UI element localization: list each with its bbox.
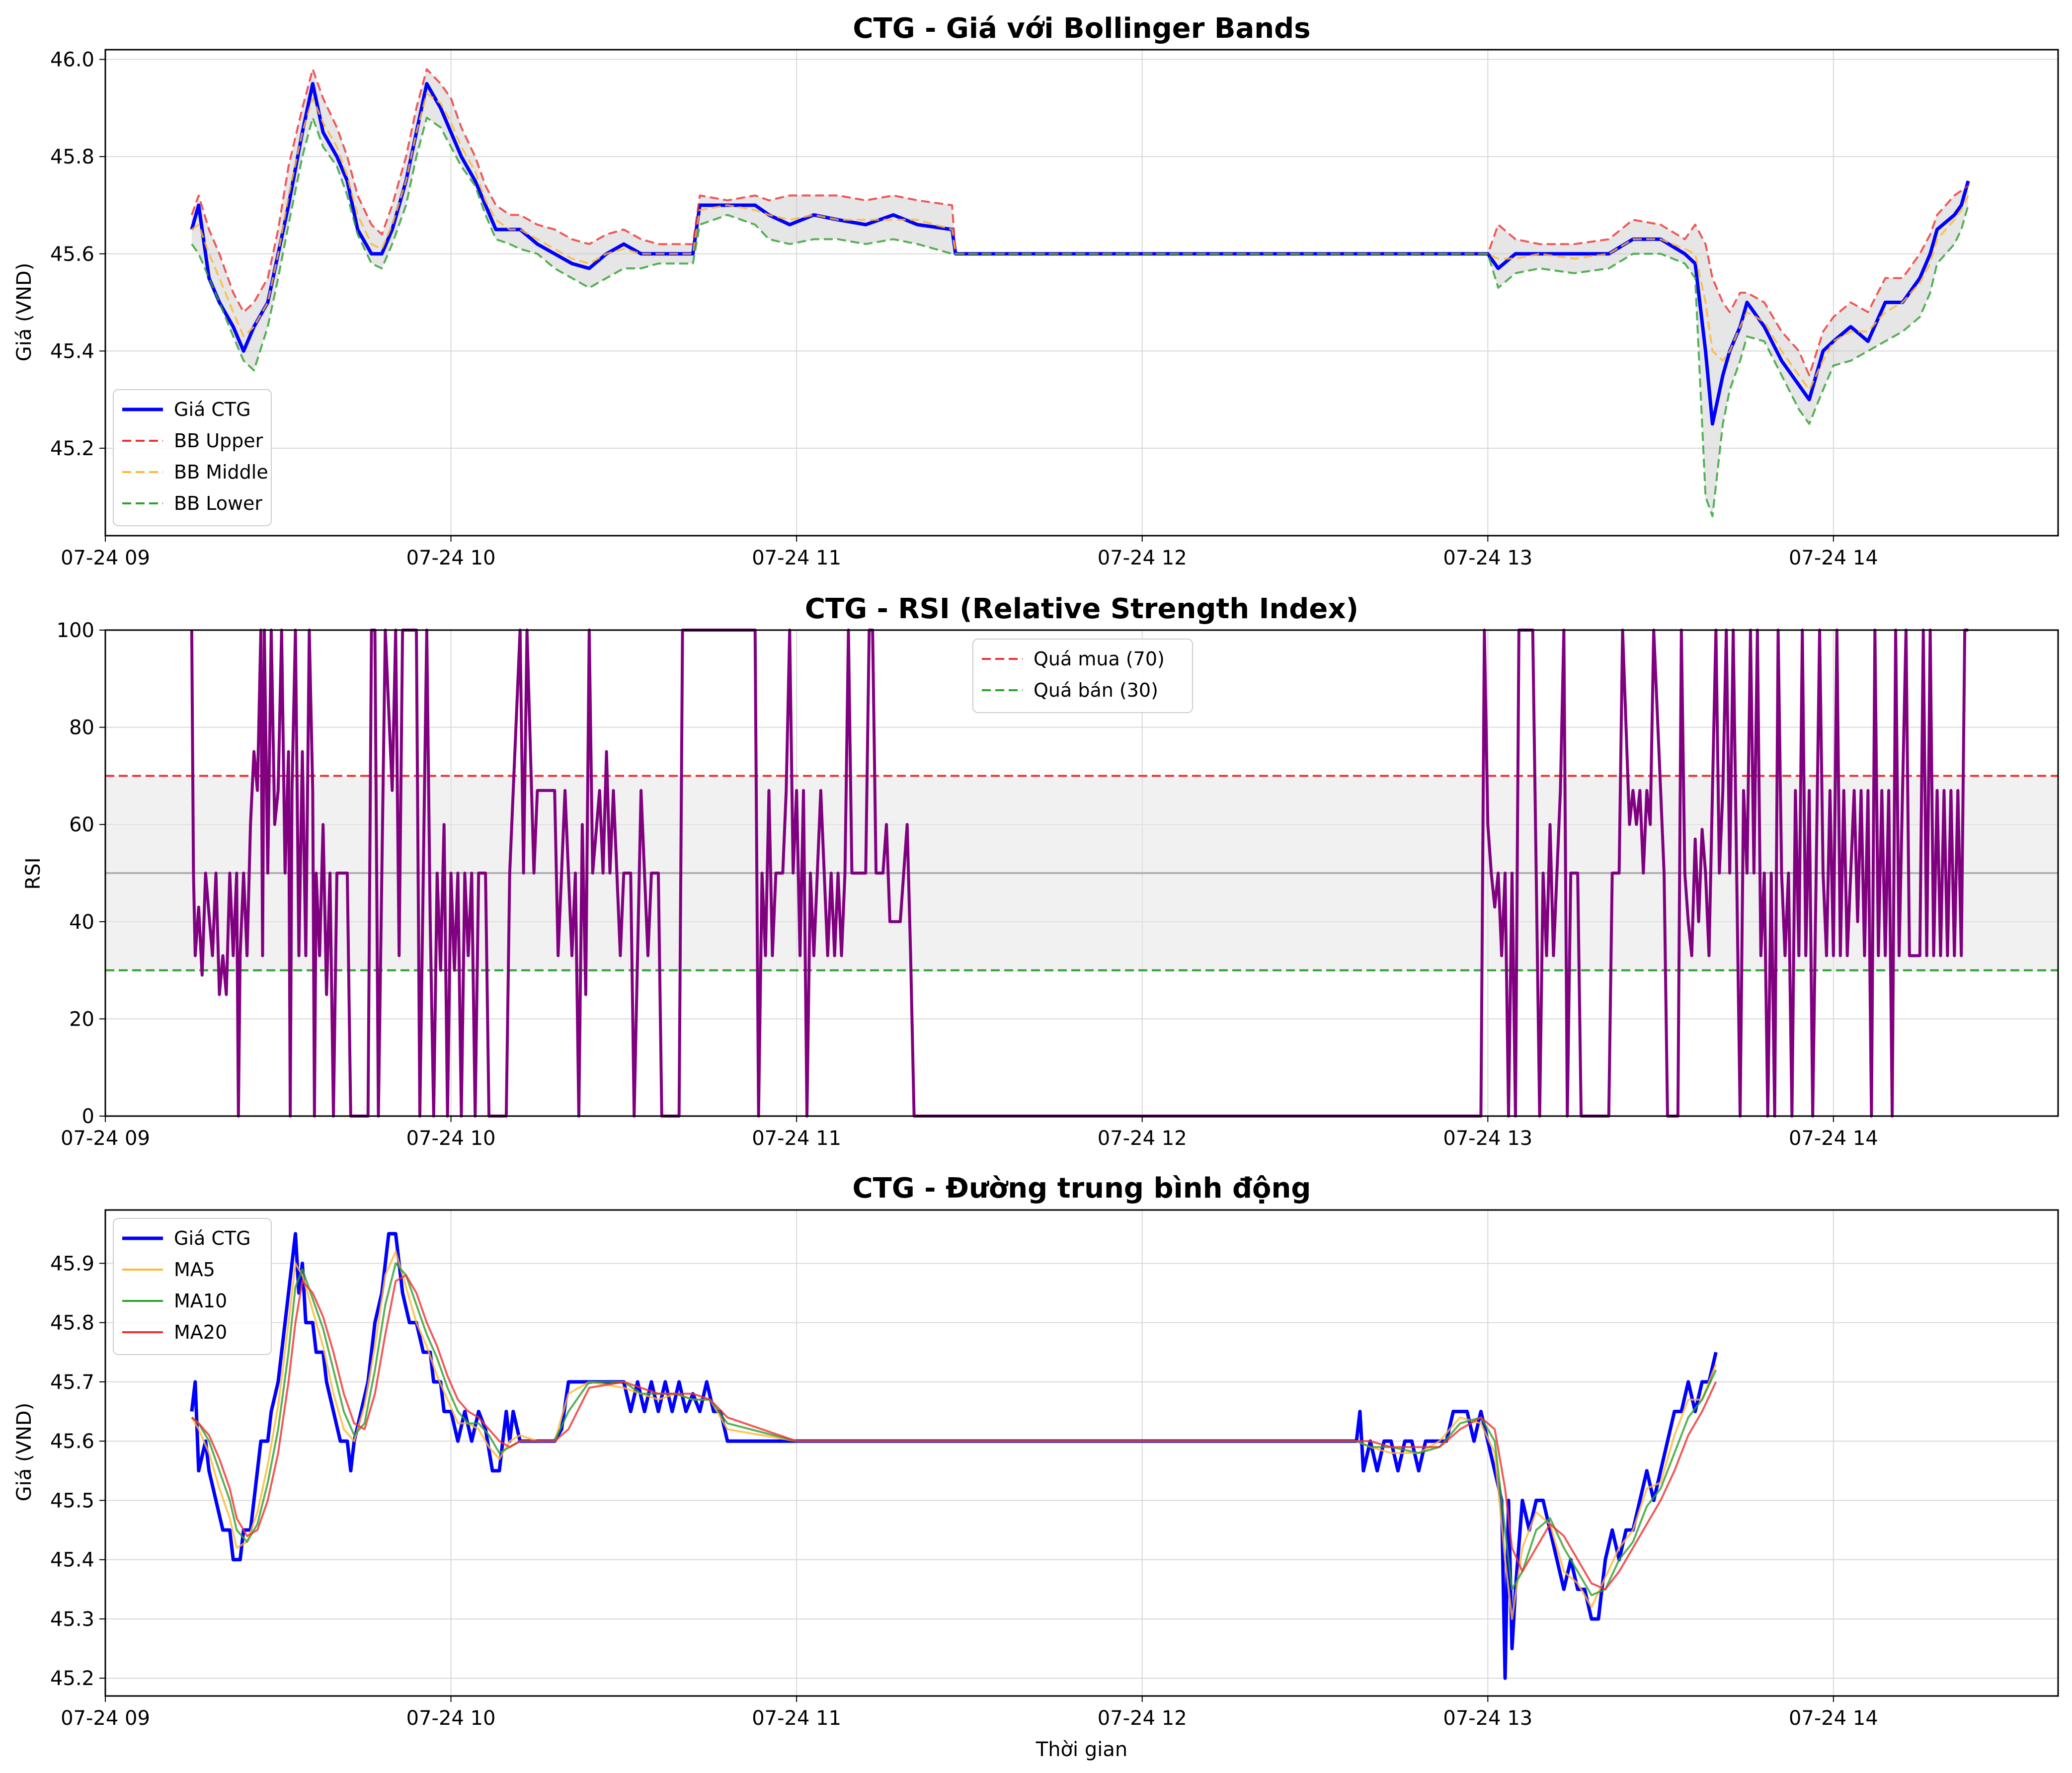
series-line xyxy=(191,116,1970,517)
x-tick-label: 07-24 09 xyxy=(61,547,150,569)
panel-bollinger: CTG - Giá với Bollinger Bands Giá (VND) … xyxy=(13,12,2059,569)
y-tick-label: 45.2 xyxy=(50,1667,94,1690)
x-tick-label: 07-24 12 xyxy=(1098,1707,1187,1730)
y-tick-label: 45.6 xyxy=(50,243,94,266)
x-tick-label: 07-24 11 xyxy=(752,1127,841,1150)
x-tick-label: 07-24 09 xyxy=(61,1127,150,1150)
x-tick-label: 07-24 14 xyxy=(1789,1707,1878,1730)
chart-title: CTG - Giá với Bollinger Bands xyxy=(853,12,1310,45)
y-ticks: 0 20 40 60 80 100 xyxy=(57,619,105,1128)
x-ticks: 07-24 09 07-24 10 07-24 11 07-24 12 07-24 13… xyxy=(61,1696,1878,1730)
y-tick-label: 100 xyxy=(57,619,94,642)
y-tick-label: 45.9 xyxy=(50,1252,94,1275)
y-tick-label: 45.2 xyxy=(50,437,94,460)
y-tick-label: 45.4 xyxy=(50,1549,94,1572)
series-line xyxy=(191,92,1969,391)
y-tick-label: 80 xyxy=(69,717,94,739)
panel-rsi: CTG - RSI (Relative Strength Index) RSI … xyxy=(22,593,2059,1150)
legend-label: BB Upper xyxy=(174,430,263,452)
x-tick-label: 07-24 13 xyxy=(1443,1127,1532,1150)
y-tick-label: 45.7 xyxy=(50,1371,94,1394)
x-tick-label: 07-24 13 xyxy=(1443,547,1532,569)
y-axis-label: RSI xyxy=(22,858,45,890)
x-tick-label: 07-24 11 xyxy=(752,547,841,569)
x-tick-label: 07-24 10 xyxy=(406,1127,496,1150)
y-tick-label: 45.8 xyxy=(50,1312,94,1335)
x-tick-label: 07-24 09 xyxy=(61,1707,150,1730)
x-tick-label: 07-24 10 xyxy=(406,547,496,569)
legend-label: MA5 xyxy=(174,1259,215,1281)
y-tick-label: 0 xyxy=(82,1105,94,1128)
legend-box xyxy=(972,639,1193,713)
panel-moving-averages: CTG - Đường trung bình động Giá (VND) 07… xyxy=(13,1172,2059,1761)
legend-label: Giá CTG xyxy=(174,1227,251,1249)
legend-label: Giá CTG xyxy=(174,399,251,420)
legend: Giá CTG MA5 MA10 MA20 xyxy=(113,1218,272,1355)
series-line xyxy=(190,629,1969,1118)
series-line xyxy=(191,1274,1717,1591)
chart-title: CTG - Đường trung bình động xyxy=(853,1172,1311,1205)
legend-box xyxy=(113,389,272,526)
series-line xyxy=(191,1262,1717,1597)
x-tick-label: 07-24 11 xyxy=(752,1707,841,1730)
x-tick-label: 07-24 12 xyxy=(1098,1127,1187,1150)
chart-title: CTG - RSI (Relative Strength Index) xyxy=(805,593,1358,625)
x-tick-label: 07-24 14 xyxy=(1789,547,1878,569)
y-tick-label: 20 xyxy=(69,1008,94,1031)
y-tick-label: 46.0 xyxy=(50,49,94,72)
y-ticks: 45.2 45.4 45.6 45.8 46.0 xyxy=(50,49,105,460)
x-tick-label: 07-24 14 xyxy=(1789,1127,1878,1150)
series-group xyxy=(190,68,1970,517)
legend-label: MA10 xyxy=(174,1290,227,1312)
y-ticks: 45.2 45.3 45.4 45.5 45.6 45.7 45.8 45.9 xyxy=(50,1252,105,1690)
y-tick-label: 40 xyxy=(69,911,94,934)
x-tick-label: 07-24 10 xyxy=(406,1707,496,1730)
y-tick-label: 60 xyxy=(69,813,94,836)
series-group xyxy=(190,629,1969,1118)
legend-label: Quá bán (30) xyxy=(1034,679,1158,701)
x-tick-label: 07-24 13 xyxy=(1443,1707,1532,1730)
y-tick-label: 45.4 xyxy=(50,340,94,363)
y-tick-label: 45.8 xyxy=(50,146,94,168)
x-axis-label: Thời gian xyxy=(1036,1738,1127,1761)
series-line xyxy=(191,68,1969,377)
plot-frame xyxy=(104,49,2059,537)
plot-frame xyxy=(104,629,2059,1117)
x-ticks: 07-24 09 07-24 10 07-24 11 07-24 12 07-24 13… xyxy=(61,1116,1878,1150)
y-axis-label: Giá (VND) xyxy=(13,263,36,362)
x-tick-label: 07-24 12 xyxy=(1098,547,1187,569)
y-tick-label: 45.5 xyxy=(50,1489,94,1512)
y-tick-label: 45.6 xyxy=(50,1430,94,1453)
series-line xyxy=(190,1232,1718,1680)
series-group xyxy=(190,1232,1718,1680)
legend-label: BB Middle xyxy=(174,461,268,483)
legend-box xyxy=(113,1218,272,1355)
legend-label: Quá mua (70) xyxy=(1034,648,1165,670)
y-tick-label: 45.3 xyxy=(50,1608,94,1631)
legend-label: MA20 xyxy=(174,1321,227,1343)
plot-frame xyxy=(104,1209,2059,1697)
legend: Giá CTG BB Upper BB Middle BB Lower xyxy=(113,389,272,526)
legend: Quá mua (70) Quá bán (30) xyxy=(972,639,1193,713)
y-axis-label: Giá (VND) xyxy=(13,1403,36,1502)
legend-label: BB Lower xyxy=(174,492,262,514)
x-ticks: 07-24 09 07-24 10 07-24 11 07-24 12 07-24 13… xyxy=(61,536,1878,569)
